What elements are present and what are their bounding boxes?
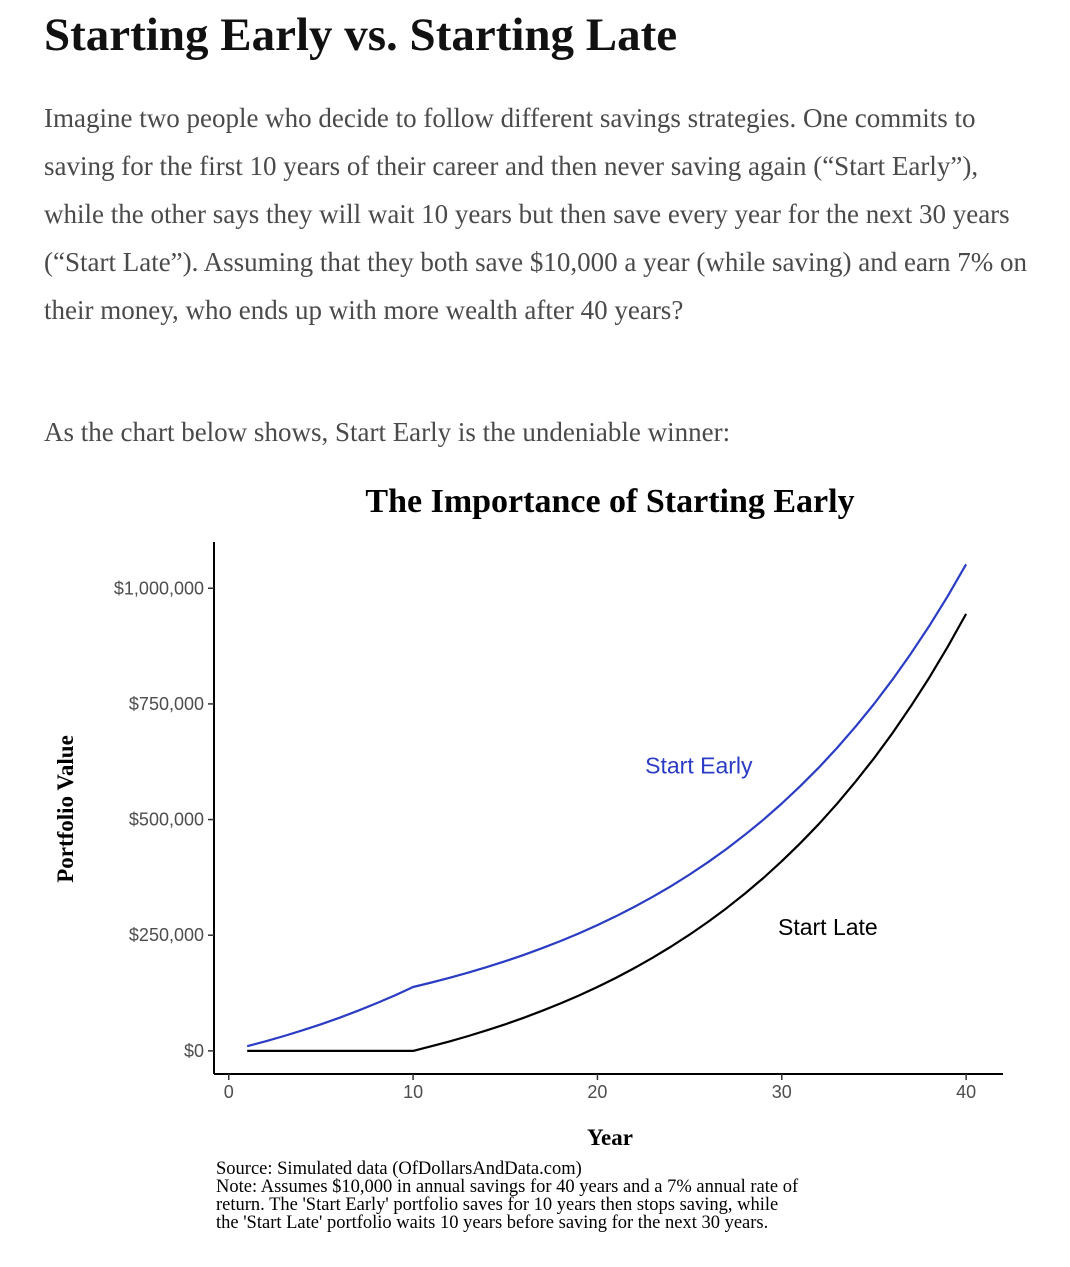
article-title: Starting Early vs. Starting Late	[44, 9, 678, 61]
series-line-start-late	[247, 613, 968, 1053]
x-tick-label: 30	[772, 1082, 792, 1102]
caption-note-line-2: return. The 'Start Early' portfolio save…	[216, 1195, 779, 1215]
series-line-start-early	[246, 563, 968, 1048]
caption-note-line-1: Note: Assumes $10,000 in annual savings …	[216, 1177, 799, 1197]
y-tick-label: $250,000	[129, 925, 204, 945]
y-tick-label: $500,000	[129, 810, 204, 830]
y-tick-label: $1,000,000	[114, 578, 204, 598]
y-axis-title: Portfolio Value	[53, 735, 78, 883]
intro-paragraph: Imagine two people who decide to follow …	[44, 103, 1027, 325]
chart-caption: Source: Simulated data (OfDollarsAndData…	[216, 1159, 976, 1233]
series-label-start-early: Start Early	[645, 752, 753, 778]
x-tick-label: 40	[956, 1082, 976, 1102]
chart-title: The Importance of Starting Early	[365, 483, 854, 520]
x-axis-title: Year	[587, 1125, 633, 1150]
lead-in-paragraph: As the chart below shows, Start Early is…	[44, 417, 731, 447]
caption-source: Source: Simulated data (OfDollarsAndData…	[216, 1159, 582, 1179]
savings-line-chart: The Importance of Starting Early Portfol…	[53, 483, 1003, 1150]
y-tick-label: $0	[184, 1041, 204, 1061]
y-tick-label: $750,000	[129, 694, 204, 714]
x-tick-label: 20	[587, 1082, 607, 1102]
caption-note-line-3: the 'Start Late' portfolio waits 10 year…	[216, 1213, 769, 1233]
x-tick-label: 0	[224, 1082, 234, 1102]
plot-area: $0 $250,000 $500,000 $750,000 $1,000,000 0 10 2…	[114, 542, 1003, 1102]
x-tick-label: 10	[403, 1082, 423, 1102]
series-label-start-late: Start Late	[778, 914, 878, 940]
